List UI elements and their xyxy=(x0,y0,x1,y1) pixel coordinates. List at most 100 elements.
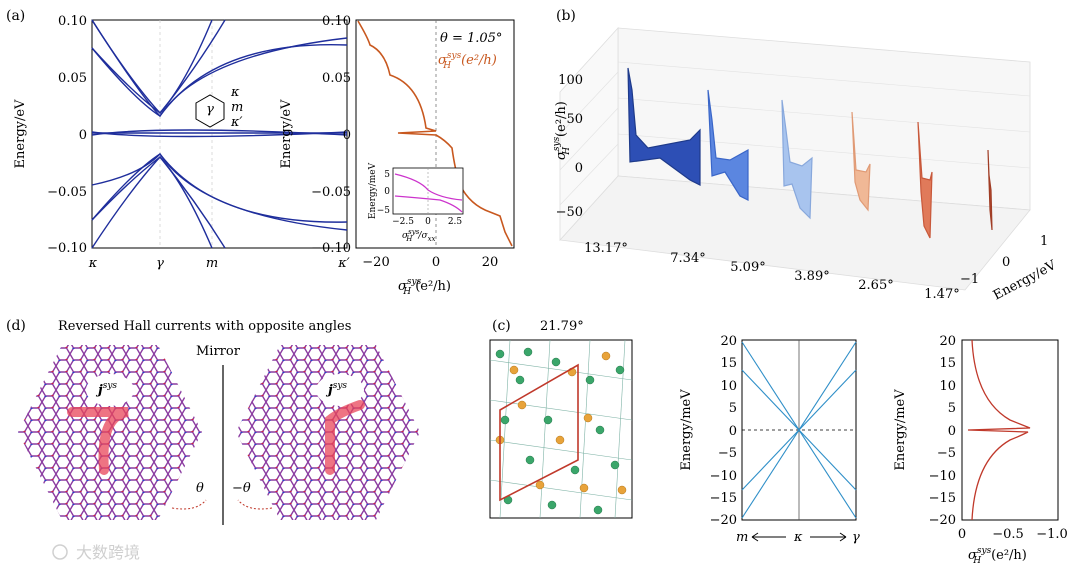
xtick-gamma: γ xyxy=(156,256,164,271)
energy-tick: 0 xyxy=(1002,255,1010,270)
svg-text:−20: −20 xyxy=(929,513,956,528)
ytick: −0.10 xyxy=(47,241,87,256)
panel-label-b: (b) xyxy=(556,8,576,24)
c-angle: 21.79° xyxy=(540,319,584,334)
ztick: 50 xyxy=(566,112,583,127)
svg-text:0: 0 xyxy=(958,527,966,542)
xtick: −20 xyxy=(362,255,389,270)
xtick-kappa: κ xyxy=(88,256,98,271)
xtick: 20 xyxy=(482,255,499,270)
ytick: 0 xyxy=(343,128,351,143)
energy-tick: 1 xyxy=(1040,234,1048,249)
svg-text:Energy/meV: Energy/meV xyxy=(368,162,378,219)
panel-c-hall: 20 15 10 5 0 −5 −10 −15 −20 Energy/meV 0… xyxy=(893,334,1068,566)
current-label-right: jsys xyxy=(325,381,347,398)
hall-current-left xyxy=(67,407,130,475)
svg-text:κ: κ xyxy=(793,530,803,545)
svg-text:−2.5: −2.5 xyxy=(392,217,414,227)
c-bands-ylabel: Energy/meV xyxy=(679,389,694,471)
ytick: 0.10 xyxy=(322,14,351,29)
hall-conductivity-plot: 0.10 0.05 0 −0.05 −0.10 Energy/eV −20 0 … xyxy=(279,14,515,297)
hall-inset: 5 0 −5 −2.5 0 2.5 Energy/meV σsys H/σxx xyxy=(368,162,464,243)
angle-tick: 1.47° xyxy=(924,287,959,302)
hall-current-right xyxy=(325,400,365,475)
trace-3.89 xyxy=(851,111,871,212)
energy-tick: −1 xyxy=(960,272,979,287)
theta-left: θ xyxy=(196,481,204,496)
panel-label-a: (a) xyxy=(6,8,25,24)
svg-text:0: 0 xyxy=(425,217,431,227)
svg-text:5: 5 xyxy=(384,170,390,180)
svg-text:10: 10 xyxy=(720,379,737,394)
svg-text:−15: −15 xyxy=(929,491,956,506)
trace-1.47 xyxy=(987,149,993,231)
svg-text:m: m xyxy=(736,530,748,545)
c-hall-ylabel: Energy/meV xyxy=(893,389,908,471)
ytick: 0 xyxy=(79,128,87,143)
svg-text:γ: γ xyxy=(852,530,860,545)
svg-text:0: 0 xyxy=(729,424,737,439)
svg-text:−15: −15 xyxy=(710,491,737,506)
band-structure-plot: 0.10 0.05 0 −0.05 −0.10 Energy/eV κ γ m … xyxy=(13,14,350,271)
mirror-label: Mirror xyxy=(196,344,241,359)
ytick: −0.10 xyxy=(311,241,351,256)
svg-text:2.5: 2.5 xyxy=(448,217,463,227)
ztick: 0 xyxy=(575,161,583,176)
svg-text:15: 15 xyxy=(720,356,737,371)
bz-label-kappa: κ xyxy=(230,85,240,100)
angle-tick: 5.09° xyxy=(730,260,765,275)
panel-c-lattice: 21.79° xyxy=(489,319,633,519)
trace-5.09 xyxy=(781,99,813,220)
3d-hall-plot: 100 50 0 −50 σsysH(e²/h) 13.17° 7.34° 5.… xyxy=(552,26,1059,304)
theta-label: θ = 1.05° xyxy=(440,31,502,46)
bz-center-label: γ xyxy=(206,102,214,117)
angle-tick: 2.65° xyxy=(858,278,893,293)
brillouin-zone-icon xyxy=(195,94,225,128)
svg-text:−0.5: −0.5 xyxy=(992,527,1024,542)
svg-text:10: 10 xyxy=(939,379,956,394)
hall-ylabel: Energy/eV xyxy=(279,99,294,169)
svg-text:−5: −5 xyxy=(937,446,956,461)
panel-d: Reversed Hall currents with opposite ang… xyxy=(18,319,420,525)
ztick: −50 xyxy=(556,205,583,220)
ytick: −0.05 xyxy=(311,185,351,200)
xtick-m: m xyxy=(206,256,218,271)
hall-xlabel: σsys H (e²/h) xyxy=(398,277,451,297)
watermark-logo-icon xyxy=(52,544,68,560)
ytick: 0.05 xyxy=(58,71,87,86)
theta-right: −θ xyxy=(232,481,251,496)
bz-label-kappa-prime: κ′ xyxy=(230,115,243,130)
band-ylabel: Energy/eV xyxy=(13,99,28,169)
svg-text:20: 20 xyxy=(939,334,956,349)
trace-2.65 xyxy=(917,121,933,239)
svg-text:−10: −10 xyxy=(929,469,956,484)
ztick: 100 xyxy=(558,73,583,88)
svg-text:−20: −20 xyxy=(710,513,737,528)
svg-text:σsysH/σxx: σsys H/σxx xyxy=(402,228,436,243)
svg-text:−10: −10 xyxy=(710,469,737,484)
panel-c-bands: 20 15 10 5 0 −5 −10 −15 −20 Energy/meV m… xyxy=(679,334,860,545)
svg-text:5: 5 xyxy=(948,401,956,416)
svg-text:5: 5 xyxy=(729,401,737,416)
hall-curve-label: σsys H (e²/h) xyxy=(438,51,497,71)
b-zlabel: σsysH(e²/h) xyxy=(552,101,572,160)
trace-7.34 xyxy=(707,89,749,201)
svg-text:−5: −5 xyxy=(718,446,737,461)
svg-text:0: 0 xyxy=(384,187,390,197)
panel-label-d: (d) xyxy=(6,318,26,334)
current-label-left: jsys xyxy=(95,381,117,398)
ytick: 0.10 xyxy=(58,14,87,29)
d-title: Reversed Hall currents with opposite ang… xyxy=(58,319,351,334)
c-hall-xlabel: σsys H (e²/h) xyxy=(968,546,1027,566)
svg-text:0: 0 xyxy=(948,424,956,439)
xtick: 0 xyxy=(432,255,440,270)
ytick: 0.05 xyxy=(322,71,351,86)
ytick: −0.05 xyxy=(47,185,87,200)
bz-label-m: m xyxy=(231,100,243,115)
watermark: 大数跨境 xyxy=(76,543,140,562)
band-lines xyxy=(91,19,348,249)
panel-label-c: (c) xyxy=(492,318,511,334)
xtick-kappa-prime: κ′ xyxy=(337,256,350,271)
unit-cell xyxy=(499,363,579,502)
